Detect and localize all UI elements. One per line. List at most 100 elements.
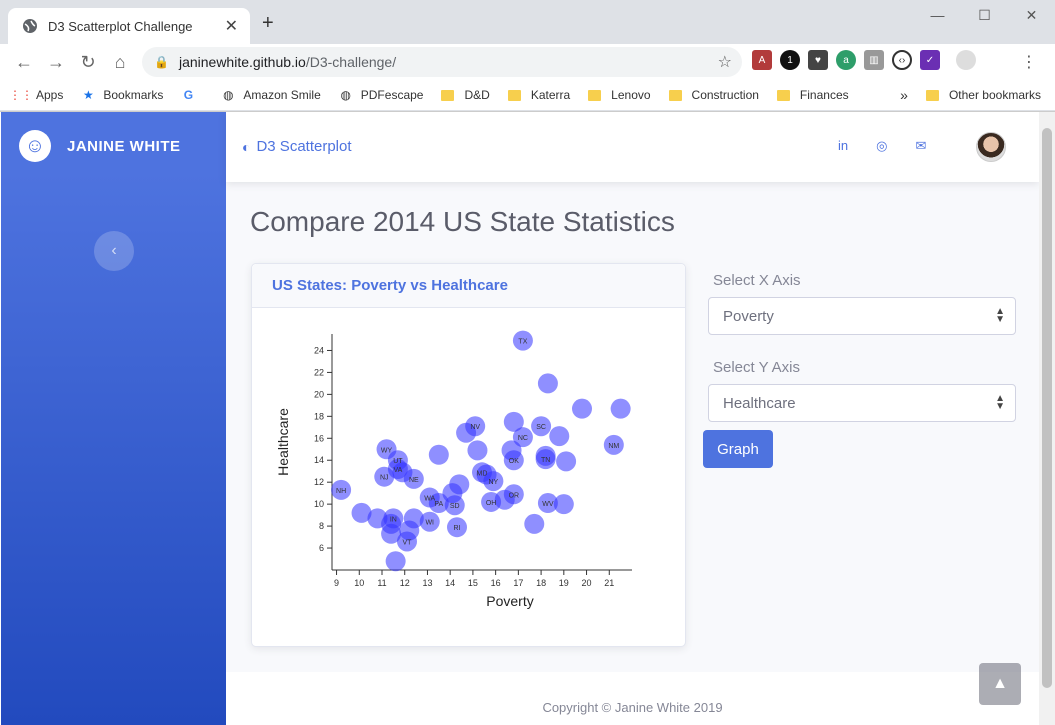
point-label: RI [454, 525, 461, 532]
new-tab-icon[interactable]: + [262, 12, 274, 34]
reader-extension-icon[interactable]: ▥ [864, 50, 884, 70]
star-icon: ★ [82, 88, 94, 102]
github-icon[interactable]: ◎ [876, 138, 888, 153]
point-label: OH [486, 500, 497, 507]
point-label: NJ [380, 475, 389, 482]
scatter-chart: 6 8 10 12 14 16 18 20 22 24 9 10 11 12 13 14 15 16 17 18 19 2… [275, 330, 632, 609]
home-icon[interactable]: ⌂ [114, 51, 126, 72]
folder-icon [668, 89, 682, 101]
folder-icon [588, 89, 602, 101]
data-point [553, 494, 574, 515]
more-bookmarks-icon[interactable]: » [900, 87, 908, 103]
y-tick-label: 10 [314, 499, 324, 509]
graph-button[interactable]: Graph [703, 430, 773, 468]
copyright: Copyright © Janine White 2019 [542, 700, 723, 715]
point-label: OR [509, 492, 520, 499]
address-bar[interactable]: 🔒 janinewhite.github.io/D3-challenge/ ☆ [142, 47, 742, 77]
bookmark-finances[interactable]: Finances [776, 88, 849, 102]
folder-icon [925, 89, 939, 101]
y-tick-label: 24 [314, 345, 324, 355]
bookmark-construction[interactable]: Construction [668, 88, 759, 102]
social-links: in ◎ ✉ [838, 138, 926, 154]
close-window-icon[interactable]: ✕ [1025, 6, 1038, 23]
point-label: NC [518, 435, 528, 442]
sidebar: ☺ JANINE WHITE ‹ [1, 112, 226, 725]
data-point [419, 511, 440, 532]
page-scrollbar[interactable] [1039, 112, 1055, 725]
mail-icon[interactable]: ✉ [915, 138, 927, 153]
y-tick-label: 12 [314, 477, 324, 487]
y-tick-label: 14 [314, 455, 324, 465]
bookmark-katerra[interactable]: Katerra [507, 88, 570, 102]
data-point [428, 444, 449, 465]
point-label: MD [477, 470, 488, 477]
onepassword-extension-icon[interactable]: 1 [780, 50, 800, 70]
bookmark-pdfescape[interactable]: ◍ PDFescape [340, 88, 424, 102]
bookmark-lenovo[interactable]: Lenovo [588, 88, 651, 102]
y-tick-label: 18 [314, 411, 324, 421]
data-point [603, 434, 624, 455]
forward-icon[interactable]: → [47, 51, 65, 72]
keep-extension-icon[interactable]: ♥ [808, 50, 828, 70]
point-label: NV [470, 424, 480, 431]
x-axis-title: Poverty [486, 593, 533, 609]
data-point [610, 398, 631, 419]
laugh-wink-icon: ☺ [19, 130, 51, 162]
maximize-icon[interactable]: ☐ [978, 6, 991, 23]
code-extension-icon[interactable]: ‹› [892, 50, 912, 70]
data-point [444, 495, 465, 516]
url-text: janinewhite.github.io/D3-challenge/ [178, 54, 397, 70]
topbar: ◐ D3 Scatterplot in ◎ ✉ [226, 112, 1039, 182]
topbar-title[interactable]: ◐ D3 Scatterplot [242, 138, 352, 155]
profile-avatar-icon[interactable] [956, 50, 976, 70]
other-bookmarks[interactable]: Other bookmarks [948, 88, 1041, 102]
tab-title: D3 Scatterplot Challenge [48, 18, 193, 34]
data-point [456, 422, 477, 443]
x-axis-value: Poverty [723, 307, 774, 325]
browser-tab[interactable]: D3 Scatterplot Challenge ✕ [8, 8, 250, 44]
browser-menu-icon[interactable]: ⋮ [1021, 54, 1037, 71]
task-extension-icon[interactable]: ✓ [920, 50, 940, 70]
sidebar-toggle-button[interactable]: ‹ [94, 231, 134, 271]
x-tick-label: 15 [468, 578, 478, 588]
point-label: IN [390, 516, 397, 523]
bookmark-star-icon[interactable]: ☆ [717, 54, 732, 71]
data-point [503, 450, 524, 471]
avatar[interactable] [976, 132, 1006, 162]
point-label: TX [518, 339, 527, 346]
globe-icon [23, 19, 37, 33]
y-axis-label: Select Y Axis [713, 359, 800, 376]
point-label: VA [393, 467, 402, 474]
data-point [531, 416, 552, 437]
data-point [447, 517, 467, 538]
scroll-to-top-button[interactable]: ▲ [979, 663, 1021, 705]
x-tick-label: 18 [536, 578, 546, 588]
bookmark-dnd[interactable]: D&D [441, 88, 490, 102]
data-point [397, 531, 417, 552]
globe-icon: ◍ [340, 88, 351, 102]
x-tick-label: 20 [582, 578, 592, 588]
bookmark-bookmarks[interactable]: ★ Bookmarks [82, 88, 164, 102]
bookmark-apps[interactable]: ⋮⋮ Apps [9, 88, 64, 102]
brand[interactable]: ☺ JANINE WHITE [19, 130, 181, 162]
bookmark-amazon-smile[interactable]: ◍ Amazon Smile [223, 88, 321, 102]
grammar-extension-icon[interactable]: a [836, 50, 856, 70]
pdf-extension-icon[interactable]: A [752, 50, 772, 70]
scrollbar-thumb[interactable] [1042, 128, 1052, 688]
browser-chrome: D3 Scatterplot Challenge ✕ + — ☐ ✕ ← → ↻… [0, 0, 1055, 112]
linkedin-icon[interactable]: in [838, 138, 849, 153]
x-axis-select[interactable]: Poverty ▲ ▼ [708, 297, 1016, 335]
data-point [374, 466, 395, 487]
y-tick-label: 22 [314, 367, 324, 377]
back-icon[interactable]: ← [15, 51, 33, 72]
reload-icon[interactable]: ↻ [80, 51, 96, 72]
google-icon: G [183, 88, 194, 102]
y-axis-select[interactable]: Healthcare ▲ ▼ [708, 384, 1016, 422]
footer: Copyright © Janine White 2019 [226, 672, 1039, 725]
card-title: US States: Poverty vs Healthcare [252, 264, 685, 308]
close-tab-icon[interactable]: ✕ [224, 18, 238, 35]
point-label: SD [450, 503, 460, 510]
minimize-icon[interactable]: — [930, 7, 945, 23]
bookmark-google[interactable]: G [181, 88, 203, 102]
data-point [428, 493, 449, 514]
